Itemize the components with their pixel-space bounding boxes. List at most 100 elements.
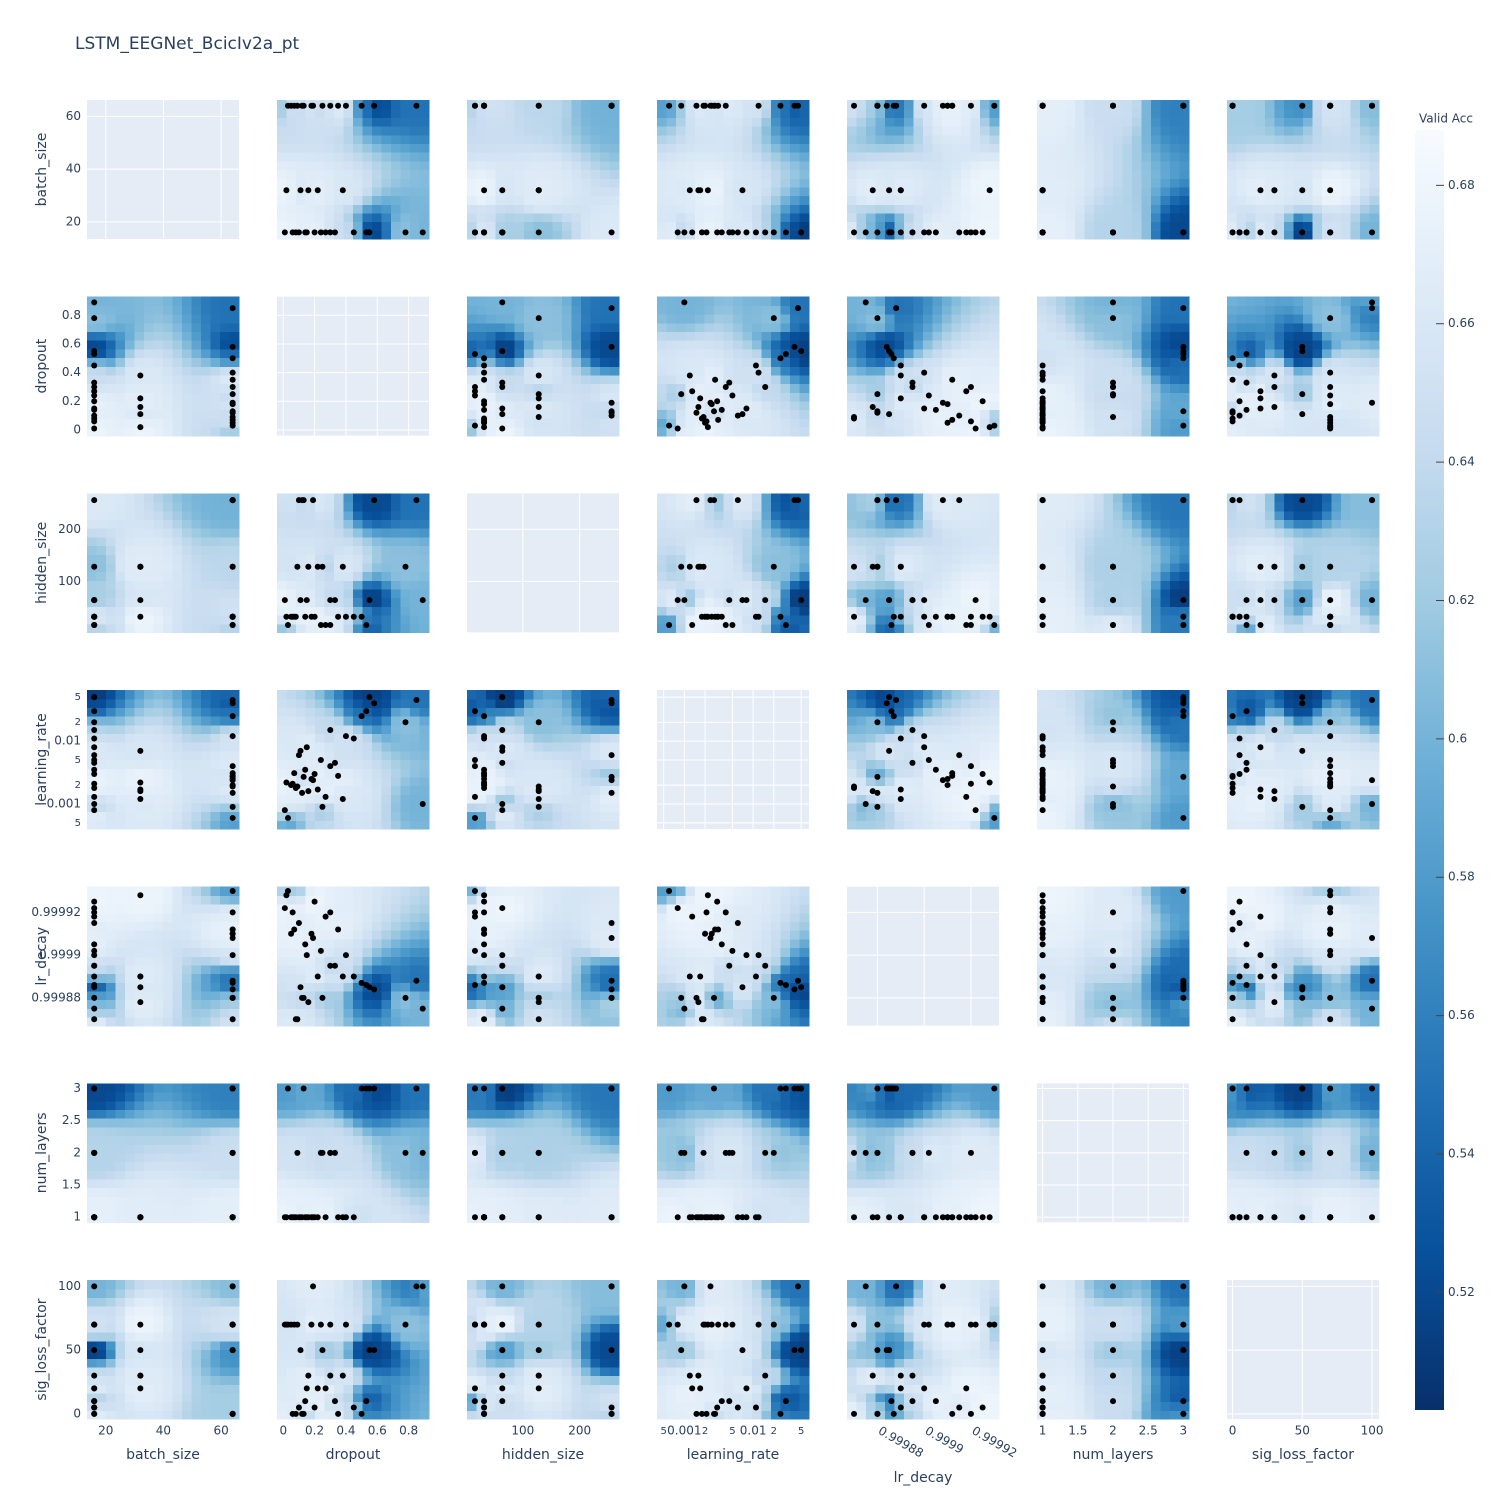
contour-cell	[1313, 401, 1323, 410]
contour-cell	[657, 545, 667, 554]
contour-cell	[952, 213, 962, 222]
contour-cell	[885, 528, 895, 537]
contour-cell	[287, 161, 297, 170]
trial-point	[726, 380, 732, 386]
contour-cell	[942, 511, 952, 520]
contour-cell	[1246, 135, 1256, 144]
contour-cell	[1113, 340, 1123, 349]
contour-cell	[990, 222, 1000, 231]
trial-point	[1230, 408, 1236, 414]
contour-cell	[971, 213, 981, 222]
contour-cell	[961, 178, 971, 187]
contour-cell	[847, 427, 857, 436]
contour-cell	[1142, 100, 1152, 109]
contour-cell	[847, 366, 857, 375]
contour-cell	[866, 178, 876, 187]
contour-cell	[1132, 624, 1142, 633]
contour-cell	[97, 392, 107, 401]
contour-cell	[790, 589, 800, 598]
contour-cell	[1360, 187, 1370, 196]
contour-cell	[990, 117, 1000, 126]
trial-point	[678, 564, 684, 570]
contour-cell	[581, 143, 591, 152]
contour-cell	[771, 502, 781, 511]
contour-cell	[486, 196, 496, 205]
contour-cell	[942, 161, 952, 170]
contour-cell	[800, 384, 810, 393]
contour-cell	[971, 161, 981, 170]
contour-cell	[800, 170, 810, 179]
contour-cell	[277, 537, 287, 546]
trial-point	[798, 229, 804, 235]
contour-cell	[724, 314, 734, 323]
contour-cell	[1161, 100, 1171, 109]
contour-cell	[695, 109, 705, 118]
trial-point	[777, 103, 783, 109]
contour-cell	[334, 624, 344, 633]
contour-cell	[743, 624, 753, 633]
contour-cell	[980, 143, 990, 152]
contour-cell	[714, 580, 724, 589]
contour-cell	[591, 340, 601, 349]
contour-cell	[800, 589, 810, 598]
contour-cell	[600, 331, 610, 340]
contour-cell	[1170, 230, 1180, 239]
trial-point	[891, 103, 897, 109]
contour-cell	[990, 109, 1000, 118]
subplot	[1037, 100, 1190, 240]
trial-point	[1299, 411, 1305, 417]
contour-cell	[87, 305, 97, 314]
trial-point	[1237, 229, 1243, 235]
contour-cell	[344, 537, 354, 546]
contour-cell	[1237, 126, 1247, 135]
contour-cell	[201, 401, 211, 410]
contour-cell	[410, 545, 420, 554]
contour-cell	[610, 427, 620, 436]
trial-point	[472, 393, 478, 399]
trial-point	[91, 426, 97, 432]
contour-cell	[1370, 427, 1380, 436]
contour-cell	[1151, 519, 1161, 528]
contour-cell	[1256, 297, 1266, 306]
contour-cell	[705, 135, 715, 144]
contour-cell	[657, 143, 667, 152]
contour-cell	[1113, 204, 1123, 213]
contour-cell	[762, 213, 772, 222]
trial-point	[689, 388, 695, 394]
contour-cell	[553, 401, 563, 410]
contour-cell	[733, 511, 743, 520]
contour-cell	[144, 297, 154, 306]
contour-cell	[961, 545, 971, 554]
contour-cell	[904, 502, 914, 511]
contour-cell	[391, 606, 401, 615]
contour-cell	[923, 511, 933, 520]
contour-cell	[904, 340, 914, 349]
contour-cell	[1313, 143, 1323, 152]
contour-cell	[173, 401, 183, 410]
trial-point	[1244, 407, 1250, 413]
contour-cell	[1142, 213, 1152, 222]
contour-cell	[201, 624, 211, 633]
contour-cell	[192, 589, 202, 598]
contour-cell	[553, 384, 563, 393]
contour-cell	[857, 511, 867, 520]
contour-cell	[1123, 305, 1133, 314]
contour-cell	[562, 392, 572, 401]
contour-cell	[382, 143, 392, 152]
contour-cell	[116, 624, 126, 633]
contour-cell	[1180, 126, 1190, 135]
contour-cell	[1123, 126, 1133, 135]
contour-cell	[933, 222, 943, 231]
contour-cell	[116, 563, 126, 572]
contour-cell	[1142, 126, 1152, 135]
contour-cell	[781, 305, 791, 314]
contour-cell	[1360, 384, 1370, 393]
contour-cell	[1151, 161, 1161, 170]
contour-cell	[173, 493, 183, 502]
contour-cell	[116, 427, 126, 436]
contour-cell	[230, 427, 240, 436]
contour-cell	[857, 305, 867, 314]
contour-cell	[1294, 323, 1304, 332]
contour-cell	[657, 511, 667, 520]
contour-cell	[163, 519, 173, 528]
